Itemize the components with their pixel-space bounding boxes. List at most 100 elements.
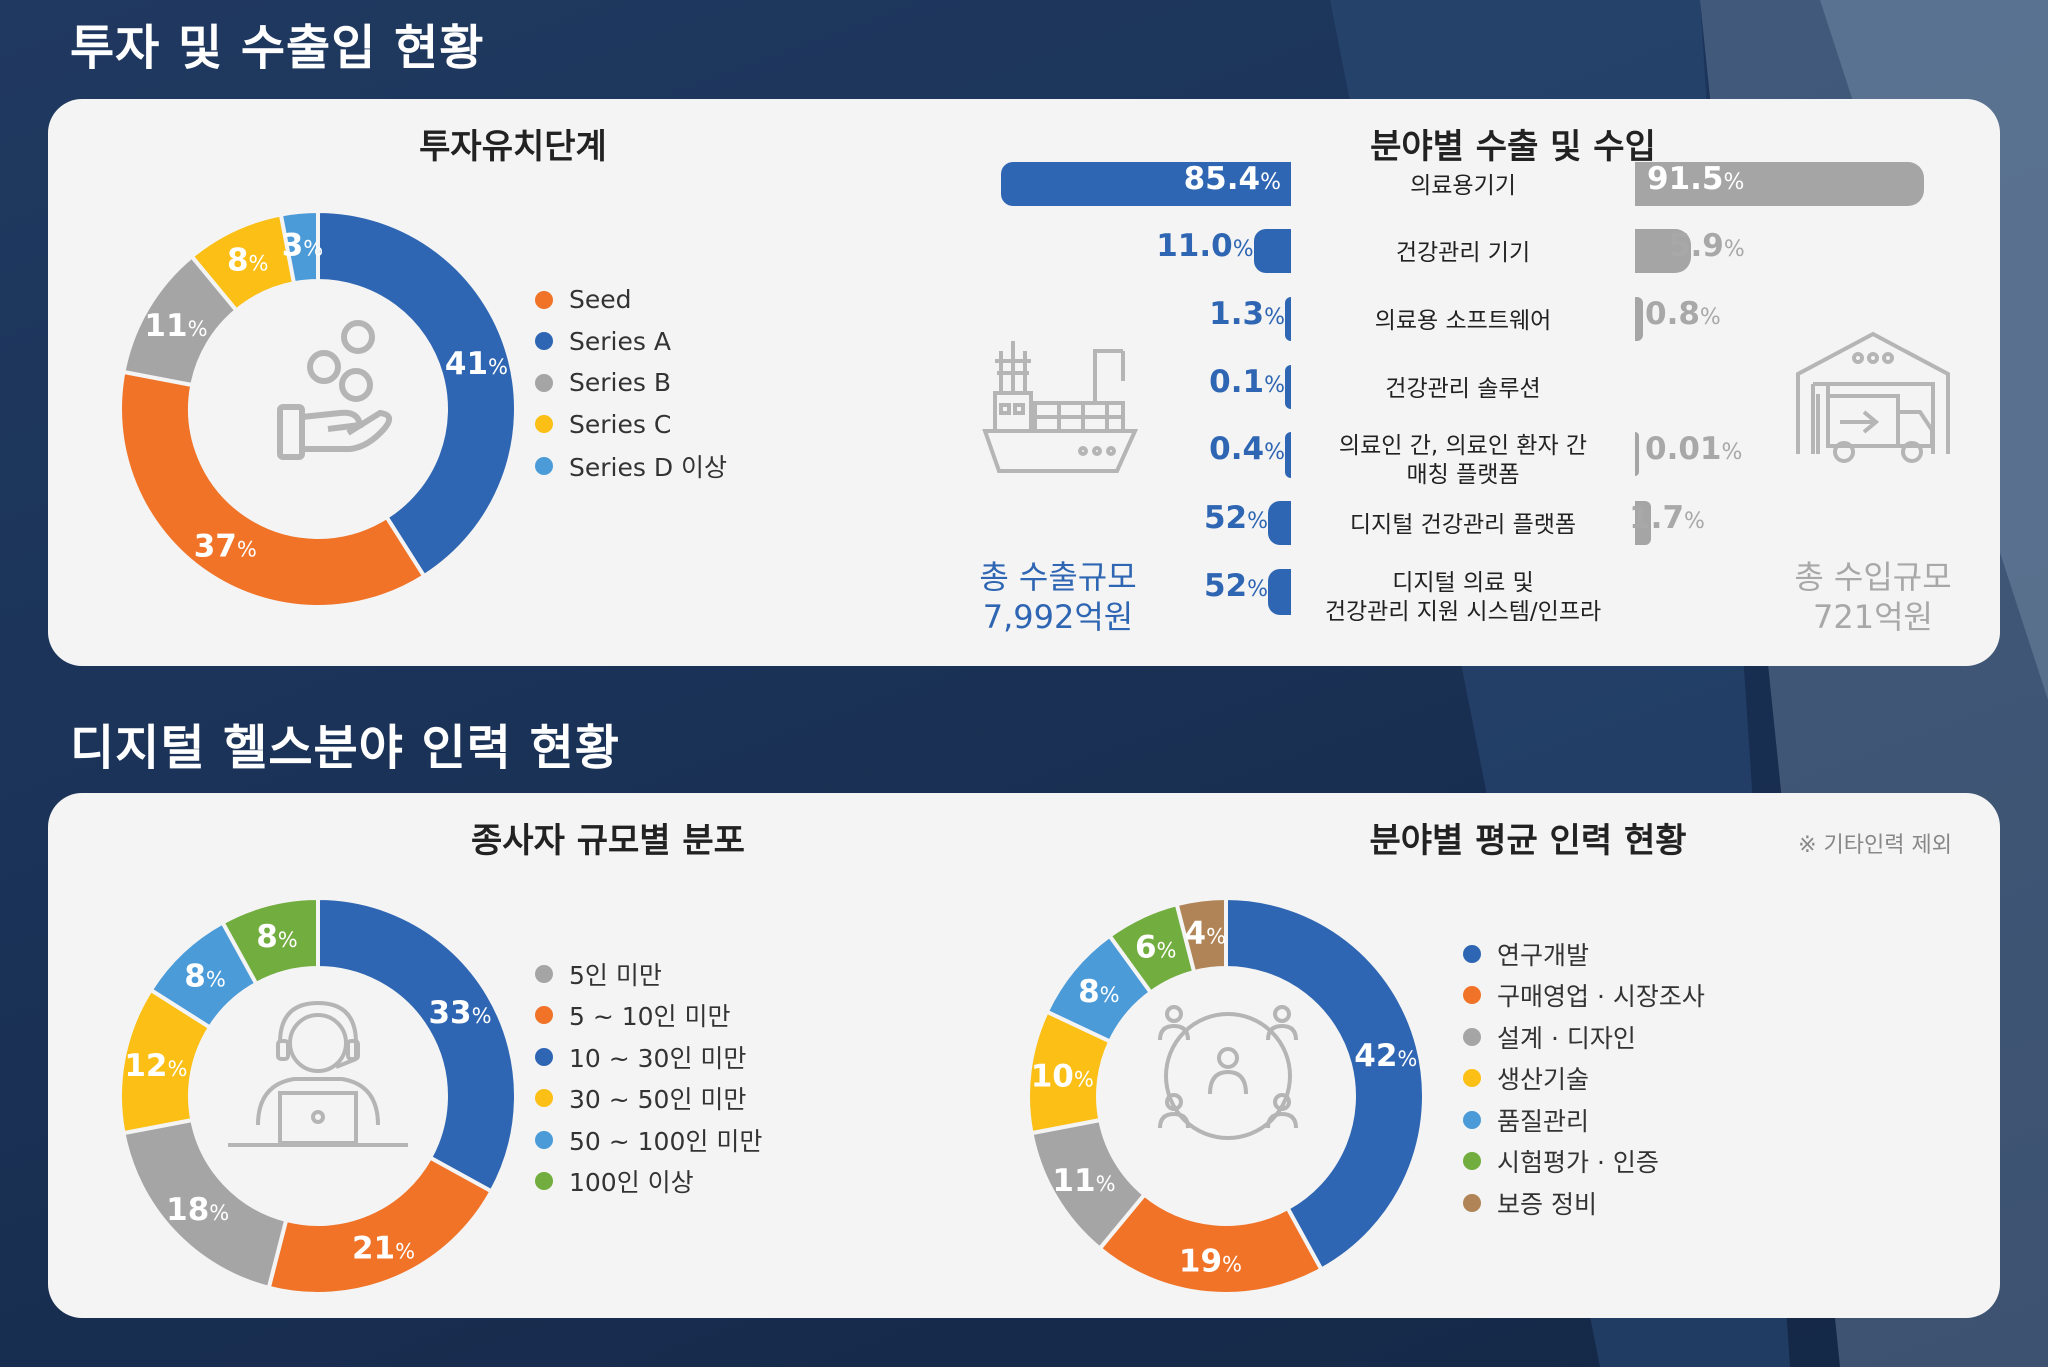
- legend-marker: [535, 1047, 553, 1066]
- export-bar: [1268, 501, 1291, 545]
- legend-label: 10 ~ 30인 미만: [569, 1043, 747, 1073]
- trade-category-label: 의료용 소프트웨어: [1374, 308, 1552, 334]
- legend-marker: [1463, 986, 1481, 1005]
- import-bar: [1635, 501, 1652, 545]
- donut-slice: [278, 208, 320, 286]
- legend-marker: [535, 373, 553, 392]
- import-bar: [1635, 162, 1925, 206]
- legend-item: Seed: [535, 279, 727, 321]
- legend-item: 보증 정비: [1463, 1182, 1705, 1224]
- legend-marker: [535, 290, 553, 309]
- export-bar: [1285, 297, 1291, 341]
- donut-slice: [266, 1154, 495, 1296]
- export-value-label: 11.0%: [1156, 228, 1254, 264]
- legend-label: 100인 이상: [569, 1168, 694, 1198]
- legend-item: 품질관리: [1463, 1099, 1705, 1141]
- export-bar: [1285, 365, 1291, 409]
- trade-category-label: 의료용기기: [1410, 173, 1516, 199]
- import-value-label: 91.5%: [1647, 161, 1745, 197]
- trade-panel: 투자유치단계 41% 37% 11% 8% 3% Seed Series A Series …: [48, 99, 2000, 666]
- legend-label: 보증 정비: [1497, 1189, 1597, 1219]
- legend-item: Series D 이상: [535, 445, 727, 487]
- import-value-label: 0.8%: [1645, 296, 1721, 332]
- export-value-label: 1.3%: [1209, 296, 1285, 332]
- legend-item: 연구개발: [1463, 933, 1705, 975]
- trade-chart-title: 분야별 수출 및 수입: [1370, 127, 1656, 167]
- import-value-label: 5.9%: [1668, 228, 1745, 264]
- investment-chart-title: 투자유치단계: [419, 127, 607, 167]
- workforce-panel: 종사자 규모별 분포 33% 21% 18% 12% 8% 8% 5인 미만 5 ~ 10인…: [48, 793, 2000, 1318]
- export-value-label: 0.1%: [1209, 364, 1285, 400]
- export-total-label: 총 수출규모: [979, 558, 1137, 596]
- donut-slice: [316, 208, 518, 579]
- legend-item: 생산기술: [1463, 1058, 1705, 1100]
- legend-label: 5인 미만: [569, 960, 662, 990]
- donut-slice: [118, 369, 427, 609]
- legend-item: Series A: [535, 321, 727, 363]
- workforce-chart-title: 분야별 평균 인력 현황: [1369, 821, 1687, 861]
- import-total-label: 총 수입규모: [1794, 558, 1952, 596]
- legend-label: 품질관리: [1497, 1106, 1590, 1136]
- export-value-label: 85.4%: [1183, 161, 1281, 197]
- legend-marker: [1463, 1027, 1481, 1046]
- donut-value-label: 8%: [227, 243, 269, 279]
- donut-value-label: 11%: [144, 308, 207, 344]
- export-bar: [1268, 569, 1291, 615]
- warehouse-truck-icon: [1796, 331, 1950, 463]
- legend-item: 30 ~ 50인 미만: [535, 1078, 762, 1120]
- legend-label: Series B: [569, 368, 671, 398]
- export-bar: [1000, 162, 1291, 206]
- trade-category-label: 의료인 간, 의료인 환자 간 매칭 플랫폼: [1338, 433, 1588, 488]
- cargo-ship-icon: [982, 341, 1139, 473]
- investment-donut-chart: 41%37%11%8% 3%: [118, 208, 518, 609]
- legend-label: 설계 · 디자인: [1497, 1023, 1636, 1053]
- coins-hand-icon: [277, 320, 393, 460]
- section-title-trade: 투자 및 수출입 현황: [70, 20, 485, 76]
- legend-marker: [1463, 1193, 1481, 1212]
- import-bar: [1635, 229, 1691, 273]
- legend-item: 10 ~ 30인 미만: [535, 1036, 762, 1078]
- export-value-label: 52%: [1203, 568, 1269, 604]
- legend-marker: [1463, 1069, 1481, 1088]
- import-value-label: 0.01%: [1645, 431, 1743, 467]
- employees-legend: 5인 미만 5 ~ 10인 미만 10 ~ 30인 미만 30 ~ 50인 미만 50 …: [535, 953, 762, 1202]
- import-bar: [1635, 297, 1643, 341]
- legend-item: 100인 이상: [535, 1161, 762, 1203]
- donut-value-label: 10%: [1031, 1058, 1094, 1094]
- export-total: 총 수출규모 7,992억원: [958, 557, 1158, 637]
- export-bar: [1285, 432, 1291, 478]
- legend-item: 50 ~ 100인 미만: [535, 1119, 762, 1161]
- trade-category-label: 건강관리 솔루션: [1385, 376, 1541, 402]
- donut-slice: [316, 895, 518, 1195]
- section-title-workforce: 디지털 헬스분야 인력 현황: [70, 720, 620, 776]
- legend-label: 30 ~ 50인 미만: [569, 1085, 747, 1115]
- legend-item: 5 ~ 10인 미만: [535, 995, 762, 1037]
- employee-size-donut-chart: 33%21%18%12%8%8%: [118, 895, 518, 1296]
- legend-item: Series B: [535, 362, 727, 404]
- donut-value-label: 6%: [1135, 930, 1177, 966]
- import-bar: [1635, 432, 1639, 476]
- export-value-label: 52%: [1203, 500, 1269, 536]
- workforce-donut-chart: 42%19%11%10%8%6% 4%: [1026, 895, 1426, 1296]
- legend-marker: [1463, 1110, 1481, 1129]
- legend-label: Series A: [569, 326, 671, 356]
- legend-label: 5 ~ 10인 미만: [569, 1002, 731, 1032]
- legend-item: 시험평가 · 인증: [1463, 1141, 1705, 1183]
- legend-marker: [535, 1172, 553, 1191]
- employees-chart-title: 종사자 규모별 분포: [471, 821, 745, 861]
- trade-category-label: 건강관리 기기: [1395, 240, 1531, 266]
- legend-label: Series D 이상: [569, 452, 728, 482]
- workforce-note: ※ 기타인력 제외: [1798, 833, 1952, 858]
- legend-label: 시험평가 · 인증: [1497, 1148, 1659, 1178]
- legend-item: 5인 미만: [535, 953, 762, 995]
- import-value-label: 1.7%: [1629, 500, 1705, 536]
- export-bar: [1253, 229, 1291, 273]
- export-total-value: 7,992억원: [982, 598, 1134, 636]
- legend-marker: [535, 1130, 553, 1149]
- export-value-label: 0.4%: [1209, 431, 1285, 467]
- legend-marker: [535, 964, 553, 983]
- legend-item: 구매영업 · 시장조사: [1463, 975, 1705, 1017]
- legend-label: Seed: [569, 285, 632, 315]
- legend-label: 50 ~ 100인 미만: [569, 1126, 763, 1156]
